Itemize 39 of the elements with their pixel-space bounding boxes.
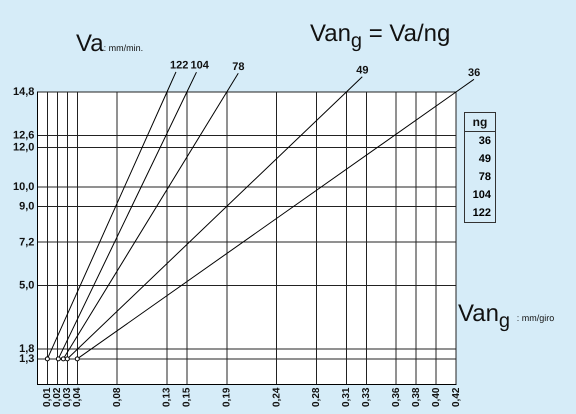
x-tick-label: 0,42 (450, 387, 462, 408)
x-tick-label: 0,38 (410, 387, 422, 408)
y-tick-label: 5,0 (19, 280, 34, 292)
x-tick-label: 0,02 (52, 387, 64, 408)
x-tick-label: 0,03 (62, 387, 74, 408)
y-axis-title: Va: mm/min. (76, 30, 144, 58)
text: 122 (472, 207, 491, 219)
y-tick-label: 12,6 (12, 130, 34, 142)
y-tick-label: 10,0 (12, 180, 34, 193)
x-tick-label: 0,15 (182, 387, 193, 408)
y-tick-label: 12,0 (12, 141, 34, 154)
series-label: 104 (190, 60, 210, 72)
chart-title: Van$_{g}$ = Va/ng (310, 20, 450, 53)
x-tick-label: 0,04 (72, 387, 84, 408)
legend-title: ng (465, 113, 495, 132)
series-label: 78 (232, 60, 245, 73)
text: 49 (478, 153, 491, 165)
text: 36 (478, 135, 491, 147)
series-label: 36 (468, 66, 480, 79)
x-tick-label: 0,24 (271, 387, 282, 408)
series-label: 49 (356, 64, 369, 76)
x-tick-label: 0,33 (361, 387, 372, 408)
y-tick-label: 1,8 (19, 342, 34, 355)
y-tick-label: 14,8 (12, 86, 34, 98)
series-label: 122 (170, 59, 188, 72)
text: 78 (478, 171, 491, 183)
x-tick-label: 0,28 (311, 387, 322, 408)
x-tick-label: 0,08 (112, 387, 123, 408)
x-tick-label: 0,40 (430, 387, 442, 408)
y-tick-label: 1,3 (19, 352, 34, 365)
x-axis-title: Van$_{g}$ : mm/giro (458, 300, 554, 332)
y-tick-label: 9,0 (19, 200, 34, 213)
y-tick-label: 7,2 (19, 236, 34, 248)
x-tick-label: 0,31 (341, 387, 352, 408)
x-tick-label: 0,36 (390, 387, 402, 408)
x-tick-label: 0,19 (222, 387, 233, 408)
text: 104 (472, 189, 491, 201)
x-tick-label: 0,01 (42, 387, 54, 408)
x-tick-label: 0,13 (162, 387, 173, 408)
